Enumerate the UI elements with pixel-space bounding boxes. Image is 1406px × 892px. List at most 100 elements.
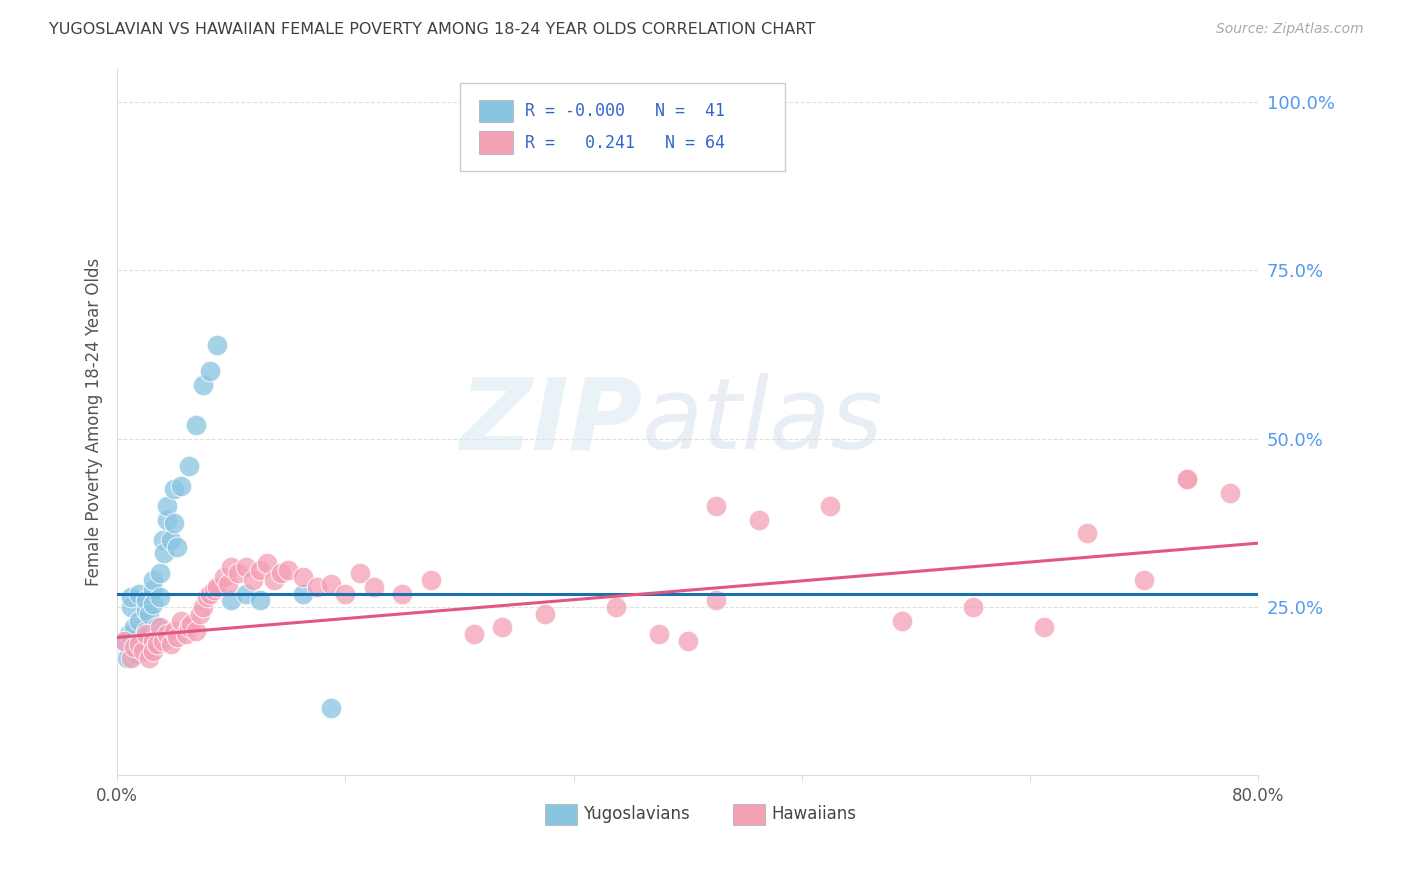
Point: [184, 624, 207, 638]
Point: [676, 633, 699, 648]
Point: [188, 607, 211, 621]
Y-axis label: Female Poverty Among 18-24 Year Olds: Female Poverty Among 18-24 Year Olds: [86, 258, 103, 586]
Point: [890, 614, 912, 628]
Point: [124, 620, 146, 634]
Point: [160, 533, 183, 547]
Point: [170, 614, 193, 628]
Point: [160, 637, 183, 651]
Point: [335, 587, 357, 601]
Point: [391, 587, 413, 601]
Point: [135, 627, 157, 641]
Text: YUGOSLAVIAN VS HAWAIIAN FEMALE POVERTY AMONG 18-24 YEAR OLDS CORRELATION CHART: YUGOSLAVIAN VS HAWAIIAN FEMALE POVERTY A…: [49, 22, 815, 37]
Point: [270, 566, 292, 581]
Point: [112, 633, 135, 648]
Point: [648, 627, 671, 641]
Point: [321, 576, 343, 591]
Point: [128, 587, 150, 601]
Point: [149, 620, 172, 634]
Point: [117, 627, 139, 641]
Point: [820, 499, 842, 513]
Point: [228, 566, 250, 581]
Bar: [479, 131, 513, 154]
Point: [138, 650, 160, 665]
Point: [463, 627, 485, 641]
Point: [132, 637, 155, 651]
Point: [305, 580, 328, 594]
Point: [249, 563, 271, 577]
Point: [221, 559, 243, 574]
Text: R =   0.241   N = 64: R = 0.241 N = 64: [524, 134, 724, 152]
Point: [174, 627, 197, 641]
Point: [235, 587, 257, 601]
Point: [163, 624, 186, 638]
Point: [291, 570, 314, 584]
Point: [534, 607, 557, 621]
Point: [491, 620, 513, 634]
Point: [156, 512, 179, 526]
Text: Source: ZipAtlas.com: Source: ZipAtlas.com: [1216, 22, 1364, 37]
Point: [163, 483, 186, 497]
Point: [152, 533, 174, 547]
Point: [221, 593, 243, 607]
Point: [1033, 620, 1056, 634]
Point: [198, 364, 221, 378]
Point: [124, 640, 146, 655]
Point: [156, 627, 179, 641]
Point: [125, 647, 148, 661]
Point: [420, 573, 443, 587]
Point: [115, 650, 138, 665]
Point: [142, 633, 165, 648]
Point: [242, 573, 264, 587]
Point: [198, 587, 221, 601]
Point: [205, 580, 228, 594]
Point: [166, 540, 188, 554]
Point: [249, 593, 271, 607]
Point: [349, 566, 371, 581]
Point: [704, 499, 727, 513]
Point: [177, 620, 200, 634]
Point: [1175, 472, 1198, 486]
Point: [152, 633, 174, 648]
Point: [128, 614, 150, 628]
Point: [212, 570, 235, 584]
Point: [135, 603, 157, 617]
Point: [321, 701, 343, 715]
Point: [1076, 526, 1098, 541]
Point: [153, 546, 176, 560]
Point: [142, 644, 165, 658]
Point: [962, 600, 984, 615]
Point: [202, 583, 225, 598]
Point: [217, 576, 239, 591]
Point: [120, 650, 142, 665]
Point: [363, 580, 385, 594]
Point: [142, 597, 165, 611]
Bar: [546, 804, 576, 825]
Point: [191, 378, 214, 392]
Text: R = -0.000   N =  41: R = -0.000 N = 41: [524, 102, 724, 120]
Point: [748, 512, 770, 526]
Point: [184, 418, 207, 433]
Point: [163, 516, 186, 530]
Point: [156, 499, 179, 513]
Point: [138, 607, 160, 621]
Point: [1219, 485, 1241, 500]
Point: [131, 633, 153, 648]
Point: [146, 637, 169, 651]
Point: [132, 644, 155, 658]
Point: [191, 600, 214, 615]
Point: [142, 583, 165, 598]
Point: [1133, 573, 1156, 587]
Bar: [479, 100, 513, 122]
Point: [146, 620, 169, 634]
FancyBboxPatch shape: [460, 83, 785, 171]
Point: [1175, 472, 1198, 486]
Point: [142, 573, 165, 587]
Point: [170, 479, 193, 493]
Point: [180, 616, 202, 631]
Point: [138, 627, 160, 641]
Point: [120, 590, 142, 604]
Point: [605, 600, 627, 615]
Point: [704, 593, 727, 607]
Point: [291, 587, 314, 601]
Bar: [734, 804, 765, 825]
